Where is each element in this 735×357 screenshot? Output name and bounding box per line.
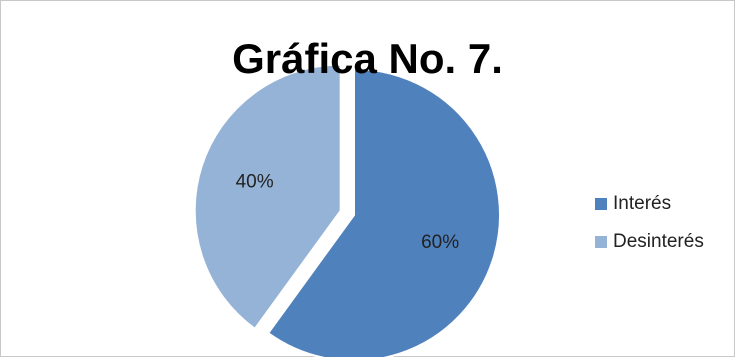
data-label-interes: 60% — [421, 232, 459, 253]
legend-swatch-desinteres — [595, 236, 607, 248]
legend-item-desinteres: Desinterés — [595, 231, 704, 253]
legend-label-interes: Interés — [613, 193, 672, 214]
slice-desinteres — [193, 63, 342, 331]
legend-label-desinteres: Desinterés — [613, 231, 704, 252]
data-label-desinteres: 40% — [236, 172, 274, 193]
chart-title: Gráfica No. 7. — [232, 35, 503, 82]
legend: Interés Desinterés — [595, 193, 704, 269]
legend-item-interes: Interés — [595, 193, 704, 215]
legend-swatch-interes — [595, 198, 607, 210]
slice-interes — [266, 67, 501, 357]
